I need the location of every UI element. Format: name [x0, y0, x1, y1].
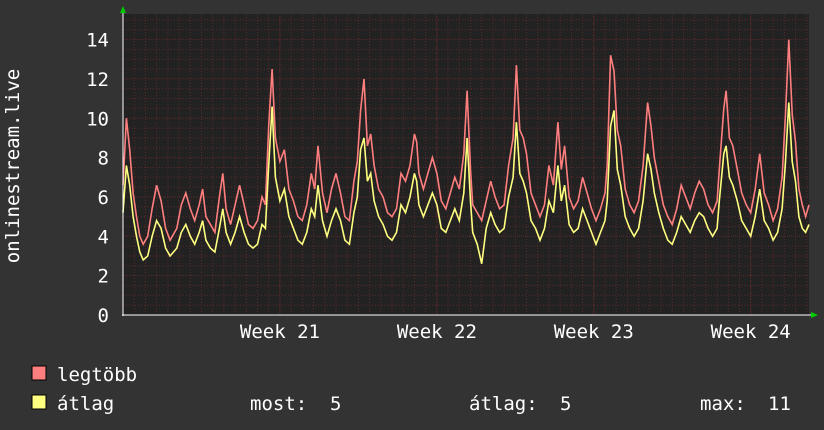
x-tick-label: Week 23 [554, 321, 634, 343]
legend-swatch-atlag [31, 394, 47, 410]
stat-max-label: max: [700, 393, 746, 415]
series-layer [122, 39, 810, 264]
legend-label-atlag: átlag [57, 393, 114, 415]
x-axis-arrow-icon [811, 312, 818, 318]
legend-swatch-legtobb [31, 365, 47, 381]
y-tick-label: 10 [86, 108, 109, 130]
y-tick-label: 2 [98, 266, 109, 288]
legend-label-legtobb: legtöbb [57, 364, 137, 386]
stats: most: 5 átlag: 5 max: 11 [250, 393, 791, 415]
y-axis-arrow-icon [120, 6, 126, 13]
x-tick-labels: Week 21 Week 22 Week 23 Week 24 [240, 321, 791, 343]
y-tick-labels: 0 2 4 6 8 10 12 14 [86, 30, 109, 327]
legend: legtöbb átlag [31, 364, 137, 415]
x-tick-label: Week 24 [711, 321, 791, 343]
series-line-atlag [122, 102, 810, 264]
y-tick-label: 14 [86, 30, 109, 52]
stat-max-value: 11 [768, 393, 791, 415]
y-tick-label: 4 [98, 226, 109, 248]
axes [120, 6, 818, 318]
series-line-legtobb [122, 39, 810, 246]
y-tick-label: 0 [98, 305, 109, 327]
x-tick-label: Week 21 [240, 321, 320, 343]
stat-current-label: most: [250, 393, 307, 415]
stat-average-value: 5 [560, 393, 571, 415]
stat-average-label: átlag: [469, 393, 538, 415]
y-tick-label: 6 [98, 187, 109, 209]
stat-current-value: 5 [330, 393, 341, 415]
y-tick-label: 8 [98, 148, 109, 170]
y-axis-label: onlinestream.live [2, 69, 24, 263]
x-tick-label: Week 22 [397, 321, 477, 343]
y-tick-label: 12 [86, 69, 109, 91]
